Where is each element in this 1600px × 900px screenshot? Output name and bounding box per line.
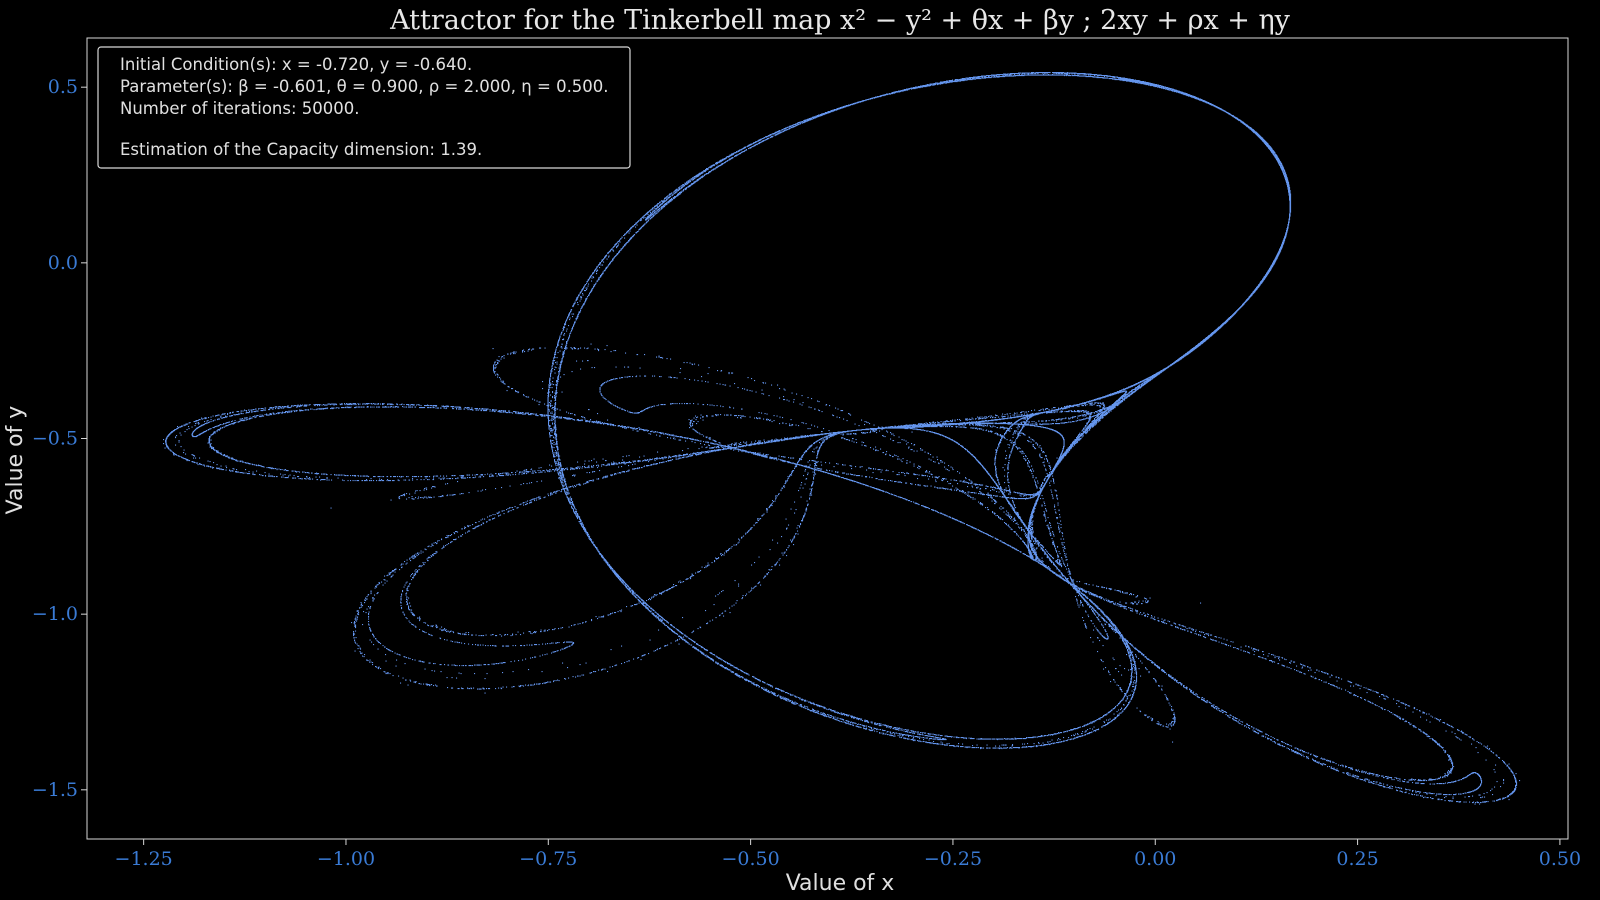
x-tick-label: 0.50 [1539,848,1581,870]
x-tick-label: −1.00 [317,848,375,870]
x-tick-label: −1.25 [115,848,173,870]
y-tick-label: −1.5 [32,779,78,801]
x-tick-label: −0.25 [924,848,982,870]
y-axis: 0.5 0.0 −0.5 −1.0 −1.5 [32,76,87,801]
y-tick-label: −0.5 [32,428,78,450]
x-tick-label: 0.00 [1134,848,1176,870]
info-initial-condition: Initial Condition(s): x = -0.720, y = -0… [120,55,472,74]
attractor-points [163,72,1521,805]
y-tick-label: 0.0 [48,252,78,274]
scatter-points [163,72,1521,805]
info-capacity-dimension: Estimation of the Capacity dimension: 1.… [120,140,482,159]
x-tick-label: 0.25 [1336,848,1378,870]
info-legend: Initial Condition(s): x = -0.720, y = -0… [97,46,631,169]
y-tick-label: −1.0 [32,603,78,625]
info-parameters: Parameter(s): β = -0.601, θ = 0.900, ρ =… [120,77,609,96]
y-axis-label: Value of y [3,406,28,515]
chart-title: Attractor for the Tinkerbell map x² − y²… [389,5,1291,36]
x-axis-label: Value of x [786,871,895,896]
info-iterations: Number of iterations: 50000. [120,99,360,118]
x-axis: −1.25 −1.00 −0.75 −0.50 −0.25 0.00 0.25 0.50 [115,839,1581,870]
x-tick-label: −0.50 [722,848,780,870]
y-tick-label: 0.5 [48,76,78,98]
info-box [97,46,631,169]
x-tick-label: −0.75 [519,848,577,870]
